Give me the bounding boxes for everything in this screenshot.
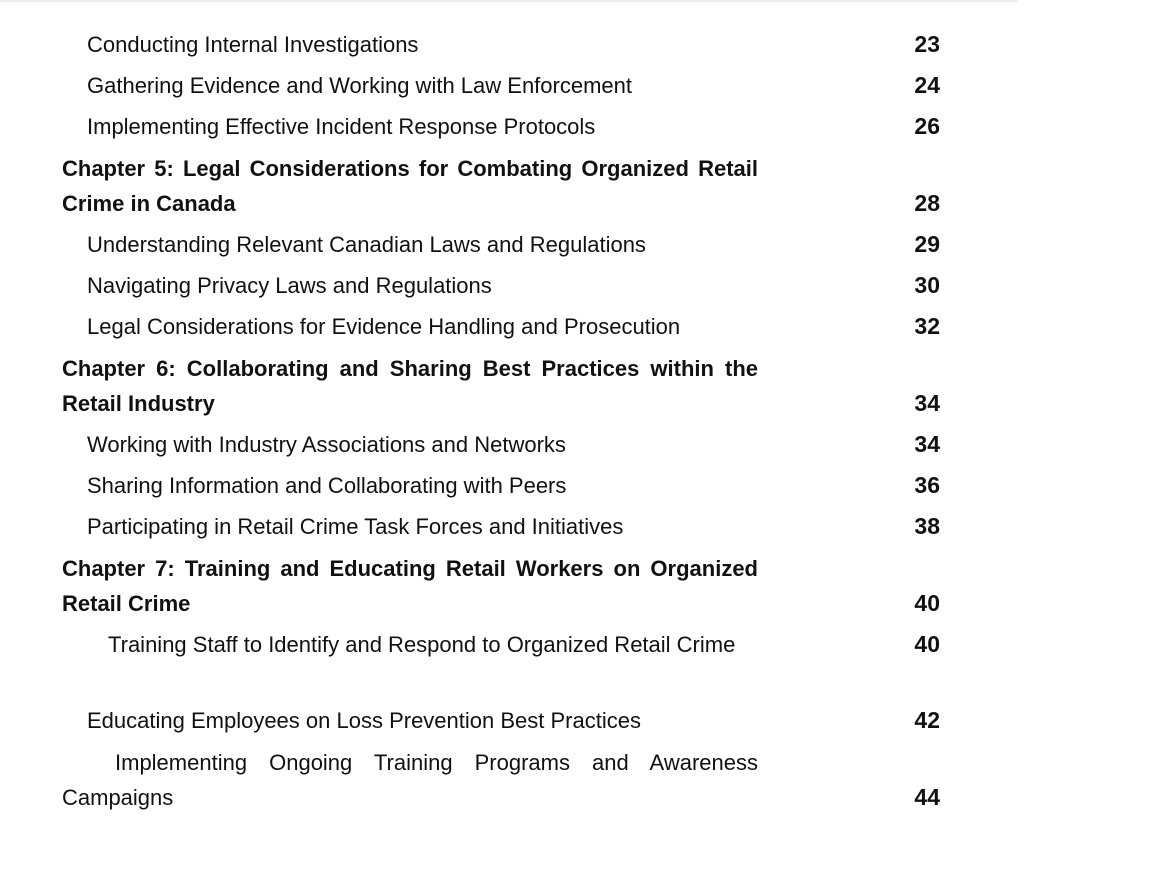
toc-entry[interactable]: Legal Considerations for Evidence Handli… — [62, 309, 940, 344]
toc-chapter-title: Chapter 6: Collaborating and Sharing Bes… — [62, 356, 758, 416]
toc-entry-title: Gathering Evidence and Working with Law … — [87, 73, 632, 98]
toc-page-number: 28 — [914, 190, 940, 216]
toc-entry-title: Conducting Internal Investigations — [87, 32, 419, 57]
toc-page-number: 30 — [914, 272, 940, 298]
toc-page-number: 42 — [914, 707, 940, 733]
toc-page-number: 38 — [914, 513, 940, 539]
toc-page-number: 40 — [914, 590, 940, 616]
toc-entry-title: Understanding Relevant Canadian Laws and… — [87, 232, 646, 257]
toc-page-number: 34 — [914, 390, 940, 416]
toc-entry[interactable]: Understanding Relevant Canadian Laws and… — [62, 227, 940, 262]
toc-page-number: 32 — [914, 313, 940, 339]
toc-entry[interactable]: Implementing Ongoing Training Programs a… — [62, 745, 940, 815]
toc-page-number: 44 — [914, 784, 940, 810]
toc-entry[interactable]: Conducting Internal Investigations 23 — [62, 27, 940, 62]
toc-chapter-entry[interactable]: Chapter 6: Collaborating and Sharing Bes… — [62, 351, 940, 421]
toc-page-number: 29 — [914, 231, 940, 257]
toc-entry[interactable]: Participating in Retail Crime Task Force… — [62, 509, 940, 544]
toc-entry-title: Implementing Ongoing Training Programs a… — [62, 750, 758, 810]
toc-entry[interactable]: Navigating Privacy Laws and Regulations 3… — [62, 268, 940, 303]
toc-entry-title: Implementing Effective Incident Response… — [87, 114, 596, 139]
page-top-border — [0, 0, 1017, 2]
toc-entry[interactable]: Sharing Information and Collaborating wi… — [62, 468, 940, 503]
toc-page-number: 40 — [914, 631, 940, 657]
toc-entry[interactable]: Training Staff to Identify and Respond t… — [62, 627, 940, 662]
toc-entry-title: Legal Considerations for Evidence Handli… — [87, 314, 681, 339]
toc-page-number: 36 — [914, 472, 940, 498]
toc-chapter-title: Chapter 5: Legal Considerations for Comb… — [62, 156, 758, 216]
toc-page-number: 23 — [914, 31, 940, 57]
toc-entry[interactable]: Gathering Evidence and Working with Law … — [62, 68, 940, 103]
toc-entry[interactable]: Implementing Effective Incident Response… — [62, 109, 940, 144]
toc-entry-title: Navigating Privacy Laws and Regulations — [87, 273, 492, 298]
toc-page-number: 24 — [914, 72, 940, 98]
toc-chapter-entry[interactable]: Chapter 7: Training and Educating Retail… — [62, 551, 940, 621]
toc-entry-title: Training Staff to Identify and Respond t… — [108, 632, 736, 657]
toc-page-number: 26 — [914, 113, 940, 139]
toc-chapter-entry[interactable]: Chapter 5: Legal Considerations for Comb… — [62, 151, 940, 221]
toc-entry[interactable]: Working with Industry Associations and N… — [62, 427, 940, 462]
toc-entry-title: Participating in Retail Crime Task Force… — [87, 514, 624, 539]
toc-entry-title: Educating Employees on Loss Prevention B… — [87, 708, 641, 733]
toc-entry-title: Working with Industry Associations and N… — [87, 432, 566, 457]
toc-chapter-title: Chapter 7: Training and Educating Retail… — [62, 556, 758, 616]
toc-entry-title: Sharing Information and Collaborating wi… — [87, 473, 567, 498]
toc-page-number: 34 — [914, 431, 940, 457]
toc-entry[interactable]: Educating Employees on Loss Prevention B… — [62, 703, 940, 738]
